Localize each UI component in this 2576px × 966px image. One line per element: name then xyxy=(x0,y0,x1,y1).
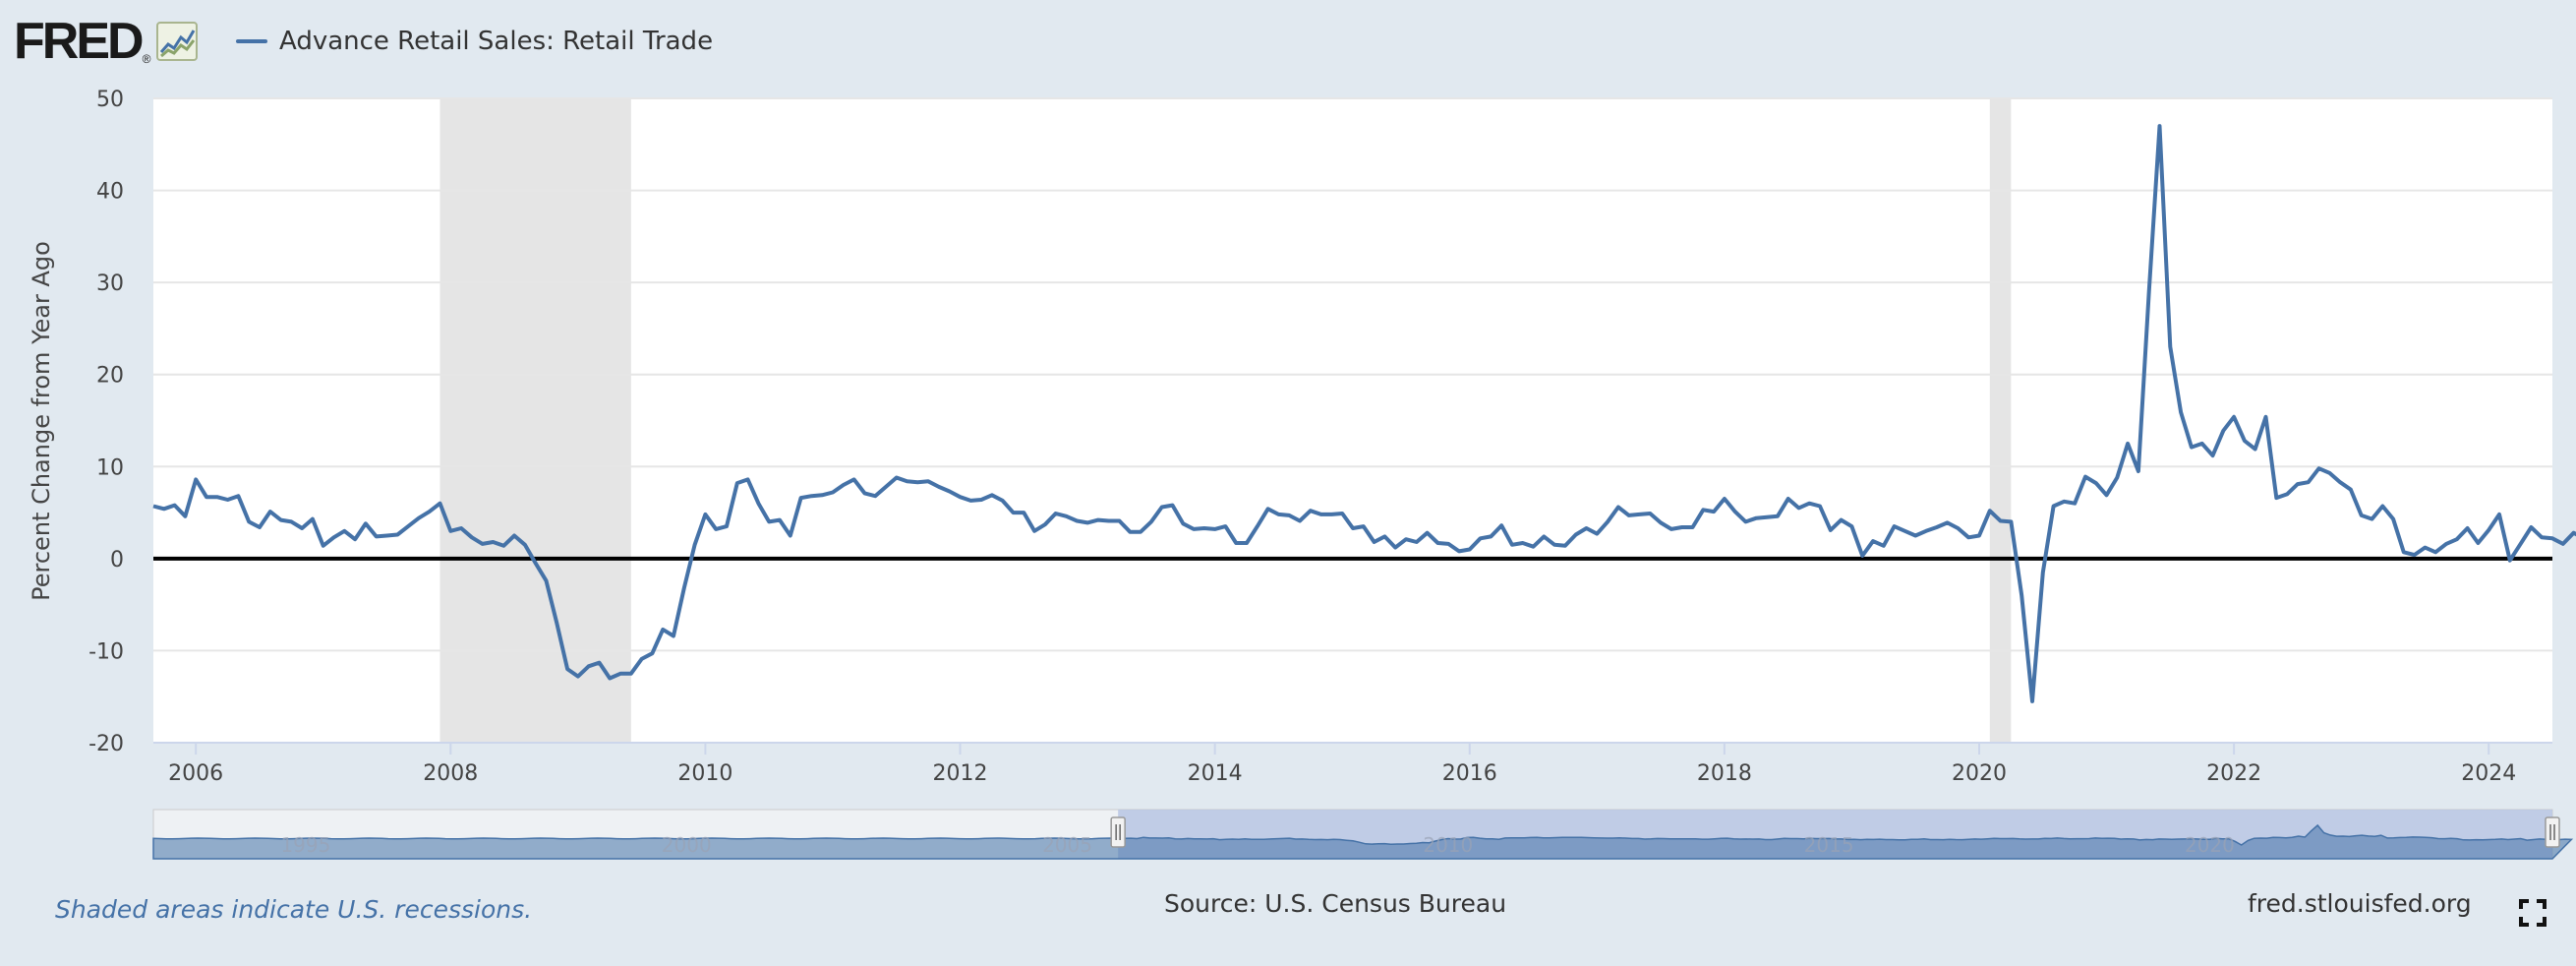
x-tick-label: 2014 xyxy=(1188,761,1243,786)
y-tick-label: -10 xyxy=(88,639,124,664)
x-axis-ticks: 2006 2008 2010 2012 2014 2016 2018 2020 2022 2024 xyxy=(153,742,2552,786)
y-tick-label: 30 xyxy=(96,272,124,296)
y-axis-label: Percent Change from Year Ago xyxy=(28,241,55,601)
y-axis-ticks: 50 40 30 20 10 0 -10 -20 xyxy=(88,88,124,756)
series-layer xyxy=(152,124,2576,703)
recession-band-0 xyxy=(439,98,631,743)
y-tick-label: 10 xyxy=(96,455,124,480)
range-navigator[interactable]: 1995 2000 2005 2010 2015 2020 xyxy=(152,809,2574,860)
series-line-0 xyxy=(152,124,2576,703)
navigator-tick-label: 2015 xyxy=(1804,833,1854,857)
navigator-tick-label: 2010 xyxy=(1423,833,1473,857)
navigator-tick-label: 1995 xyxy=(280,833,330,857)
y-tick-label: 0 xyxy=(110,548,124,573)
y-tick-label: 40 xyxy=(96,180,124,205)
fred-logo-text: FRED xyxy=(14,13,145,70)
source-text: Source: U.S. Census Bureau xyxy=(1164,889,1507,918)
navigator-handle-left[interactable] xyxy=(1110,816,1126,848)
navigator-tick-label: 2000 xyxy=(662,833,712,857)
x-tick-label: 2010 xyxy=(677,761,732,786)
navigator-tick-label: 2020 xyxy=(2185,833,2235,857)
fred-logo[interactable]: FRED ® xyxy=(14,13,199,70)
navigator-handle-right[interactable] xyxy=(2545,816,2560,848)
x-tick-label: 2008 xyxy=(423,761,478,786)
x-tick-label: 2016 xyxy=(1442,761,1497,786)
recession-shading xyxy=(439,98,2012,743)
x-tick-label: 2012 xyxy=(933,761,988,786)
fred-logo-registered-mark: ® xyxy=(142,52,151,66)
recession-note: Shaded areas indicate U.S. recessions. xyxy=(55,895,533,924)
line-graph-icon xyxy=(156,22,199,61)
y-tick-label: 20 xyxy=(96,364,124,389)
navigator-tick-label: 2005 xyxy=(1042,833,1092,857)
navigator-handle-grip[interactable] xyxy=(1110,816,1126,848)
x-tick-label: 2024 xyxy=(2461,761,2516,786)
fullscreen-icon[interactable] xyxy=(2519,899,2547,927)
site-url[interactable]: fred.stlouisfed.org xyxy=(2248,889,2472,918)
navigator-series-area xyxy=(152,823,2574,860)
x-tick-label: 2006 xyxy=(168,761,223,786)
x-tick-label: 2020 xyxy=(1952,761,2007,786)
x-tick-label: 2022 xyxy=(2206,761,2261,786)
x-tick-label: 2018 xyxy=(1697,761,1752,786)
y-tick-label: 50 xyxy=(96,88,124,112)
recession-band-1 xyxy=(1989,98,2012,743)
legend-series-label: Advance Retail Sales: Retail Trade xyxy=(279,27,714,56)
navigator-ticks: 1995 2000 2005 2010 2015 2020 xyxy=(280,833,2234,857)
chart-legend[interactable]: Advance Retail Sales: Retail Trade xyxy=(236,22,713,61)
legend-series-swatch xyxy=(236,39,267,43)
navigator-handle-grip[interactable] xyxy=(2545,816,2560,848)
y-tick-label: -20 xyxy=(88,732,124,756)
